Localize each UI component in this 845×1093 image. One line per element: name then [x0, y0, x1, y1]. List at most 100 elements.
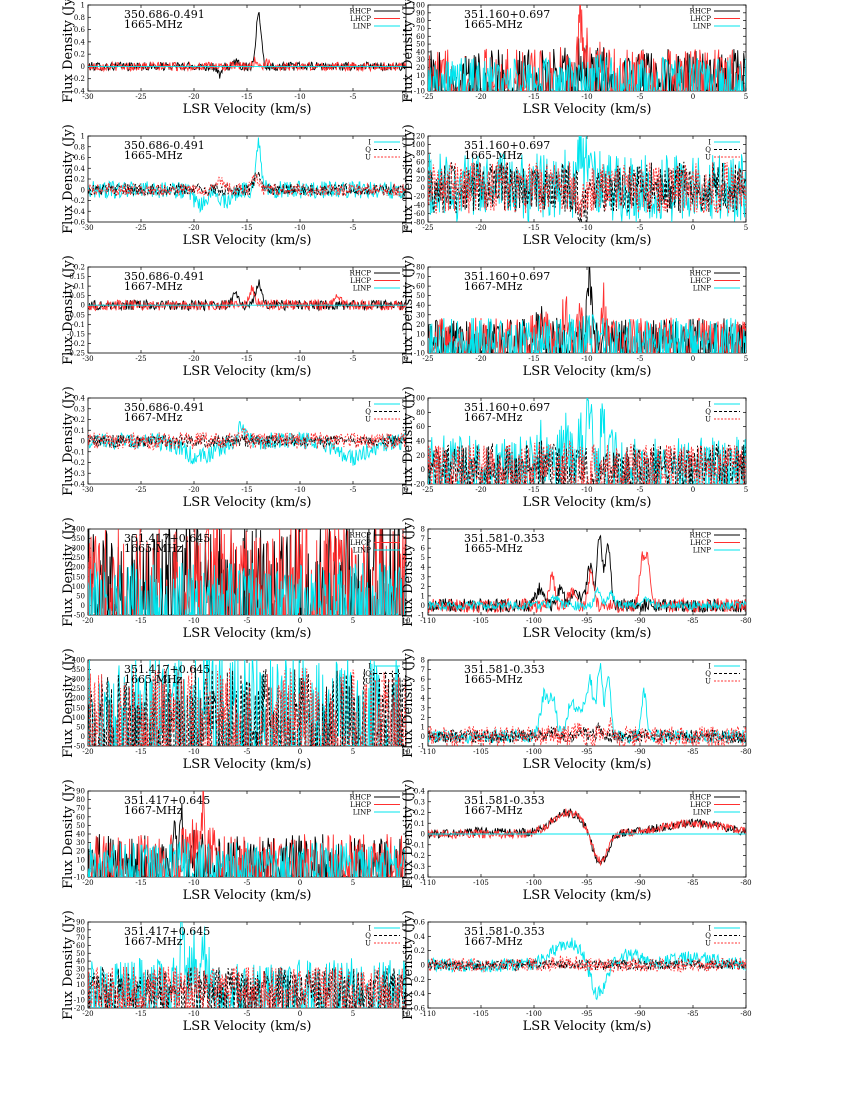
y-axis-label: Flux Density (Jy) [61, 124, 76, 234]
x-tick-label: -15 [135, 748, 146, 756]
x-tick-label: 0 [298, 879, 302, 887]
y-tick-label: 60 [416, 33, 425, 41]
y-tick-label: 0.2 [74, 51, 85, 59]
y-tick-label: 20 [76, 848, 85, 856]
y-tick-label: 200 [72, 695, 85, 703]
y-tick-label: -0.6 [412, 1005, 426, 1013]
y-tick-label: 0.3 [414, 798, 425, 806]
y-tick-label: 20 [416, 321, 425, 329]
y-tick-label: 120 [412, 133, 425, 141]
y-tick-label: 350 [72, 666, 85, 674]
y-axis-label: Flux Density (Jy) [401, 0, 416, 103]
y-tick-label: 0 [81, 186, 85, 194]
legend-entry: LHCP [690, 539, 711, 547]
x-tick-label: -30 [82, 486, 93, 494]
x-tick-label: -95 [581, 748, 592, 756]
legend-entry: I [368, 139, 371, 147]
x-tick-label: 5 [351, 879, 355, 887]
legend-entry: RHCP [350, 794, 372, 802]
series-linp-trace [428, 54, 746, 91]
x-tick-label: -15 [528, 224, 539, 232]
x-tick-label: -90 [634, 1010, 645, 1018]
y-tick-label: 40 [76, 958, 85, 966]
y-tick-label: 40 [416, 438, 425, 446]
legend-entry: LINP [353, 547, 372, 555]
y-tick-label: 1 [421, 723, 425, 731]
y-tick-label: -0.3 [412, 863, 426, 871]
y-tick-label: 100 [72, 583, 85, 591]
transition-label: 1667-MHz [124, 411, 183, 424]
legend-entry: U [365, 940, 371, 948]
x-tick-label: -20 [475, 355, 486, 363]
y-tick-label: 0 [81, 602, 85, 610]
y-tick-label: 30 [76, 965, 85, 973]
series-u-trace [88, 965, 406, 1008]
legend-entry: U [705, 678, 711, 686]
legend-entry: U [705, 154, 711, 162]
legend-entry: I [368, 663, 371, 671]
y-tick-label: 0.3 [74, 405, 85, 413]
series-linp-trace [88, 839, 406, 877]
y-tick-label: -0.1 [72, 448, 86, 456]
source-label: 351.417+0.645 [124, 663, 210, 676]
source-label: 351.160+0.697 [464, 401, 550, 414]
y-tick-label: 0.2 [74, 176, 85, 184]
x-tick-label: -100 [526, 879, 542, 887]
series-u-trace [88, 426, 406, 451]
legend-entry: Q [365, 408, 371, 416]
x-tick-label: -110 [420, 879, 436, 887]
y-tick-label: 100 [412, 141, 425, 149]
source-label: 350.686-0.491 [124, 8, 205, 21]
x-tick-label: 10 [402, 879, 411, 887]
y-tick-label: 20 [416, 176, 425, 184]
y-tick-label: -60 [414, 210, 425, 218]
x-axis-label: LSR Velocity (km/s) [183, 626, 312, 641]
source-label: 351.417+0.645 [124, 925, 210, 938]
y-axis-label: Flux Density (Jy) [61, 910, 76, 1020]
y-tick-label: 0.2 [414, 809, 425, 817]
y-tick-label: 0.4 [74, 165, 86, 173]
x-tick-label: -20 [188, 486, 199, 494]
x-tick-label: -25 [135, 486, 146, 494]
y-tick-label: -20 [74, 1005, 85, 1013]
legend-entry: I [368, 401, 371, 409]
y-tick-label: 80 [416, 264, 425, 272]
legend-entry: LINP [353, 285, 372, 293]
x-tick-label: -25 [422, 355, 433, 363]
y-tick-label: 7 [421, 535, 425, 543]
transition-label: 1665-MHz [124, 18, 183, 31]
x-tick-label: -80 [740, 617, 751, 625]
x-tick-label: -10 [188, 748, 199, 756]
y-tick-label: 0 [421, 602, 425, 610]
x-tick-label: -105 [473, 617, 489, 625]
y-tick-label: -10 [74, 874, 85, 882]
legend-entry: Q [705, 932, 711, 940]
legend-entry: LHCP [690, 277, 711, 285]
x-tick-label: -20 [475, 486, 486, 494]
y-tick-label: -0.4 [412, 990, 426, 998]
y-tick-label: 80 [416, 409, 425, 417]
source-label: 351.160+0.697 [464, 8, 550, 21]
x-tick-label: 5 [744, 224, 748, 232]
x-tick-label: 10 [402, 748, 411, 756]
x-tick-label: -90 [634, 617, 645, 625]
y-tick-label: 4 [421, 564, 426, 572]
x-tick-label: -110 [420, 617, 436, 625]
y-tick-label: 0.8 [74, 143, 85, 151]
x-tick-label: -15 [241, 355, 252, 363]
x-tick-label: -10 [188, 879, 199, 887]
transition-label: 1665-MHz [464, 542, 523, 555]
x-tick-label: 0 [691, 224, 695, 232]
spectrum-panel-8: -25 -20 -15 -10 -5 0 5-20020406080100351.160+0… [401, 386, 748, 510]
x-tick-label: -5 [244, 879, 251, 887]
y-tick-label: 0 [421, 962, 425, 970]
y-tick-label: 0.2 [414, 947, 425, 955]
x-tick-label: 0 [298, 748, 302, 756]
y-tick-label: -10 [414, 88, 425, 96]
y-tick-label: -0.4 [412, 874, 426, 882]
spectrum-panel-1: -30 -25 -20 -15 -10 -5 0 -0.4 -0.2 0 0.2 0.4 0.6 0.8 1… [61, 0, 408, 117]
y-tick-label: 0 [81, 438, 85, 446]
transition-label: 1665-MHz [124, 542, 183, 555]
legend-entry: Q [705, 670, 711, 678]
transition-label: 1667-MHz [124, 280, 183, 293]
